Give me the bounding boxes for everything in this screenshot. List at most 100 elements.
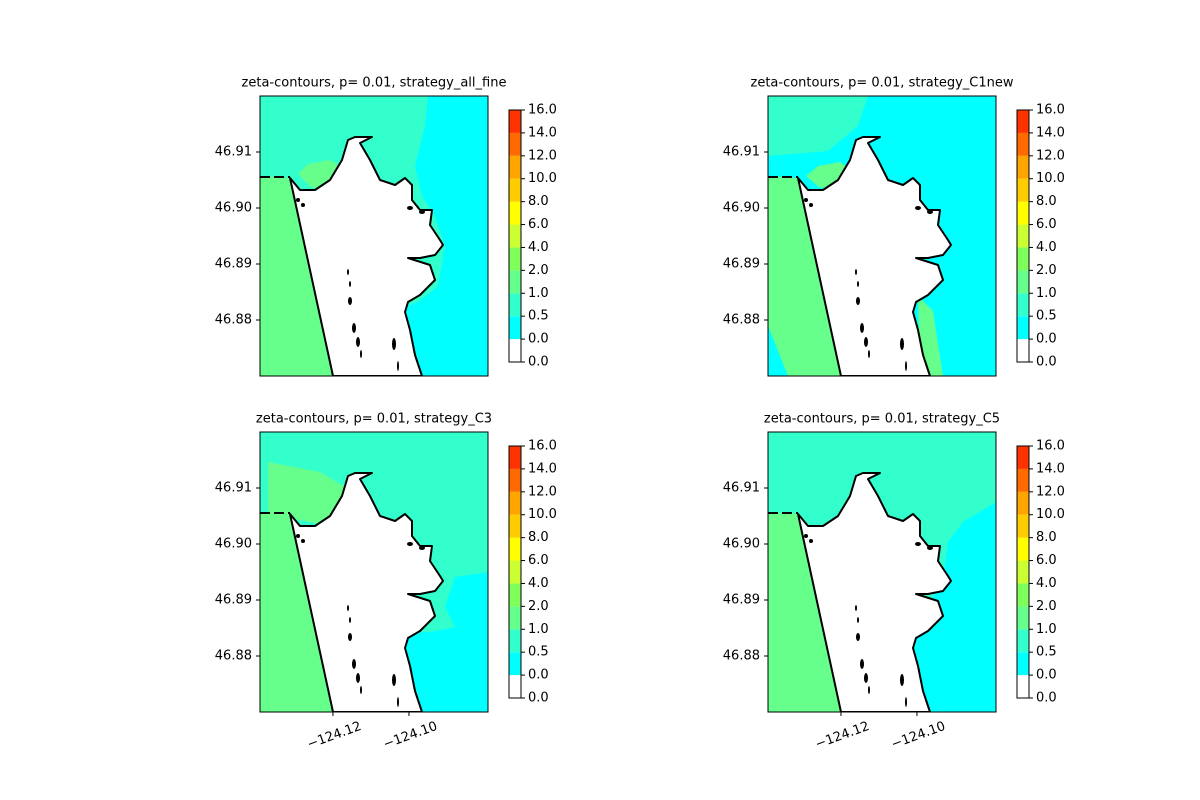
colorbar-tick-label: 10.0 <box>528 171 557 186</box>
colorbar-tick-label: 2.0 <box>528 599 549 614</box>
y-tick-label: 46.90 <box>723 537 760 552</box>
y-tick-label: 46.91 <box>723 145 760 160</box>
colorbar-tick-label: 0.5 <box>528 645 549 660</box>
colorbar-tick-label: 16.0 <box>528 103 557 118</box>
colorbar-segment <box>509 247 521 271</box>
y-tick-label: 46.88 <box>215 313 252 328</box>
colorbar-segment <box>1017 247 1029 271</box>
colorbar-segment <box>1017 675 1029 698</box>
colorbar-segment <box>509 270 521 294</box>
y-tick-label: 46.91 <box>723 481 760 496</box>
y-tick-label: 46.89 <box>215 257 252 272</box>
map <box>768 432 996 712</box>
island <box>868 686 870 694</box>
colorbar-segment <box>1017 468 1029 492</box>
colorbar-tick-label: 2.0 <box>1036 263 1057 278</box>
colorbar-tick-label: 16.0 <box>1036 439 1065 454</box>
contour-region <box>260 512 333 712</box>
island <box>348 297 352 305</box>
y-tick-label: 46.88 <box>723 649 760 664</box>
map <box>260 96 488 376</box>
colorbar-tick-label: 8.0 <box>1036 194 1057 209</box>
x-tick-label: −124.10 <box>381 719 439 752</box>
island <box>296 534 300 538</box>
colorbar-tick-label: 0.0 <box>1036 355 1057 370</box>
colorbar-segment <box>509 339 521 362</box>
colorbar-tick-label: 4.0 <box>528 576 549 591</box>
colorbar-segment <box>509 224 521 248</box>
colorbar-tick-label: 4.0 <box>1036 576 1057 591</box>
colorbar-segment <box>509 132 521 156</box>
island <box>352 659 356 669</box>
colorbar-tick-label: 14.0 <box>1036 461 1065 476</box>
colorbar-tick-label: 10.0 <box>1036 171 1065 186</box>
colorbar-tick-label: 10.0 <box>528 507 557 522</box>
axes-frame <box>767 95 997 377</box>
colorbar-segment <box>1017 606 1029 630</box>
colorbar-tick-label: 6.0 <box>528 217 549 232</box>
colorbar-segment <box>509 606 521 630</box>
island <box>864 337 868 347</box>
land <box>797 472 952 712</box>
y-tick-label: 46.90 <box>215 537 252 552</box>
colorbar-tick-label: 6.0 <box>1036 217 1057 232</box>
island <box>809 203 813 207</box>
colorbar-segment <box>1017 629 1029 653</box>
x-tick-label: −124.12 <box>305 719 363 752</box>
colorbar-segment <box>1017 339 1029 362</box>
panel: zeta-contours, p= 0.01, strategy_all_fin… <box>215 76 557 377</box>
island <box>419 210 425 214</box>
colorbar-segment <box>1017 491 1029 515</box>
y-tick-label: 46.88 <box>723 313 760 328</box>
colorbar-segment <box>509 201 521 225</box>
island <box>301 203 305 207</box>
island <box>349 281 351 287</box>
colorbar-segment <box>1017 652 1029 676</box>
colorbar-segment <box>509 110 521 133</box>
island <box>857 281 859 287</box>
colorbar-segment <box>509 537 521 561</box>
colorbar-tick-label: 0.5 <box>528 309 549 324</box>
island <box>860 659 864 669</box>
y-tick-label: 46.89 <box>723 257 760 272</box>
colorbar-tick-label: 2.0 <box>528 263 549 278</box>
map <box>260 432 488 712</box>
island <box>407 206 413 210</box>
island <box>397 697 399 707</box>
y-tick-label: 46.91 <box>215 145 252 160</box>
island <box>905 697 907 707</box>
colorbar-tick-label: 0.0 <box>528 355 549 370</box>
map <box>768 96 996 376</box>
colorbar-tick-label: 4.0 <box>1036 240 1057 255</box>
colorbar-segment <box>509 629 521 653</box>
colorbar-tick-label: 1.0 <box>1036 286 1057 301</box>
colorbar-tick-label: 0.5 <box>1036 645 1057 660</box>
x-tick-label: −124.10 <box>889 719 947 752</box>
island <box>860 323 864 333</box>
colorbar-tick-label: 0.0 <box>1036 691 1057 706</box>
colorbar-tick-label: 1.0 <box>528 622 549 637</box>
colorbar-frame <box>508 109 522 363</box>
axes-title: zeta-contours, p= 0.01, strategy_C3 <box>256 412 492 427</box>
island <box>855 269 857 275</box>
island <box>360 686 362 694</box>
island <box>855 605 857 611</box>
land <box>797 136 952 376</box>
colorbar-tick-label: 6.0 <box>528 553 549 568</box>
colorbar-frame <box>1016 445 1030 699</box>
colorbar-tick-label: 0.0 <box>1036 332 1057 347</box>
colorbar-tick-label: 8.0 <box>1036 530 1057 545</box>
colorbar-segment <box>509 491 521 515</box>
colorbar-segment <box>509 583 521 607</box>
island <box>356 337 360 347</box>
colorbar-tick-label: 0.0 <box>528 668 549 683</box>
y-tick-label: 46.89 <box>723 593 760 608</box>
island <box>804 198 808 202</box>
colorbar-frame <box>1016 109 1030 363</box>
colorbar-tick-label: 12.0 <box>528 148 557 163</box>
colorbar-segment <box>509 560 521 584</box>
island <box>407 542 413 546</box>
colorbar-segment <box>509 446 521 469</box>
island <box>915 206 921 210</box>
colorbar-tick-label: 12.0 <box>1036 484 1065 499</box>
